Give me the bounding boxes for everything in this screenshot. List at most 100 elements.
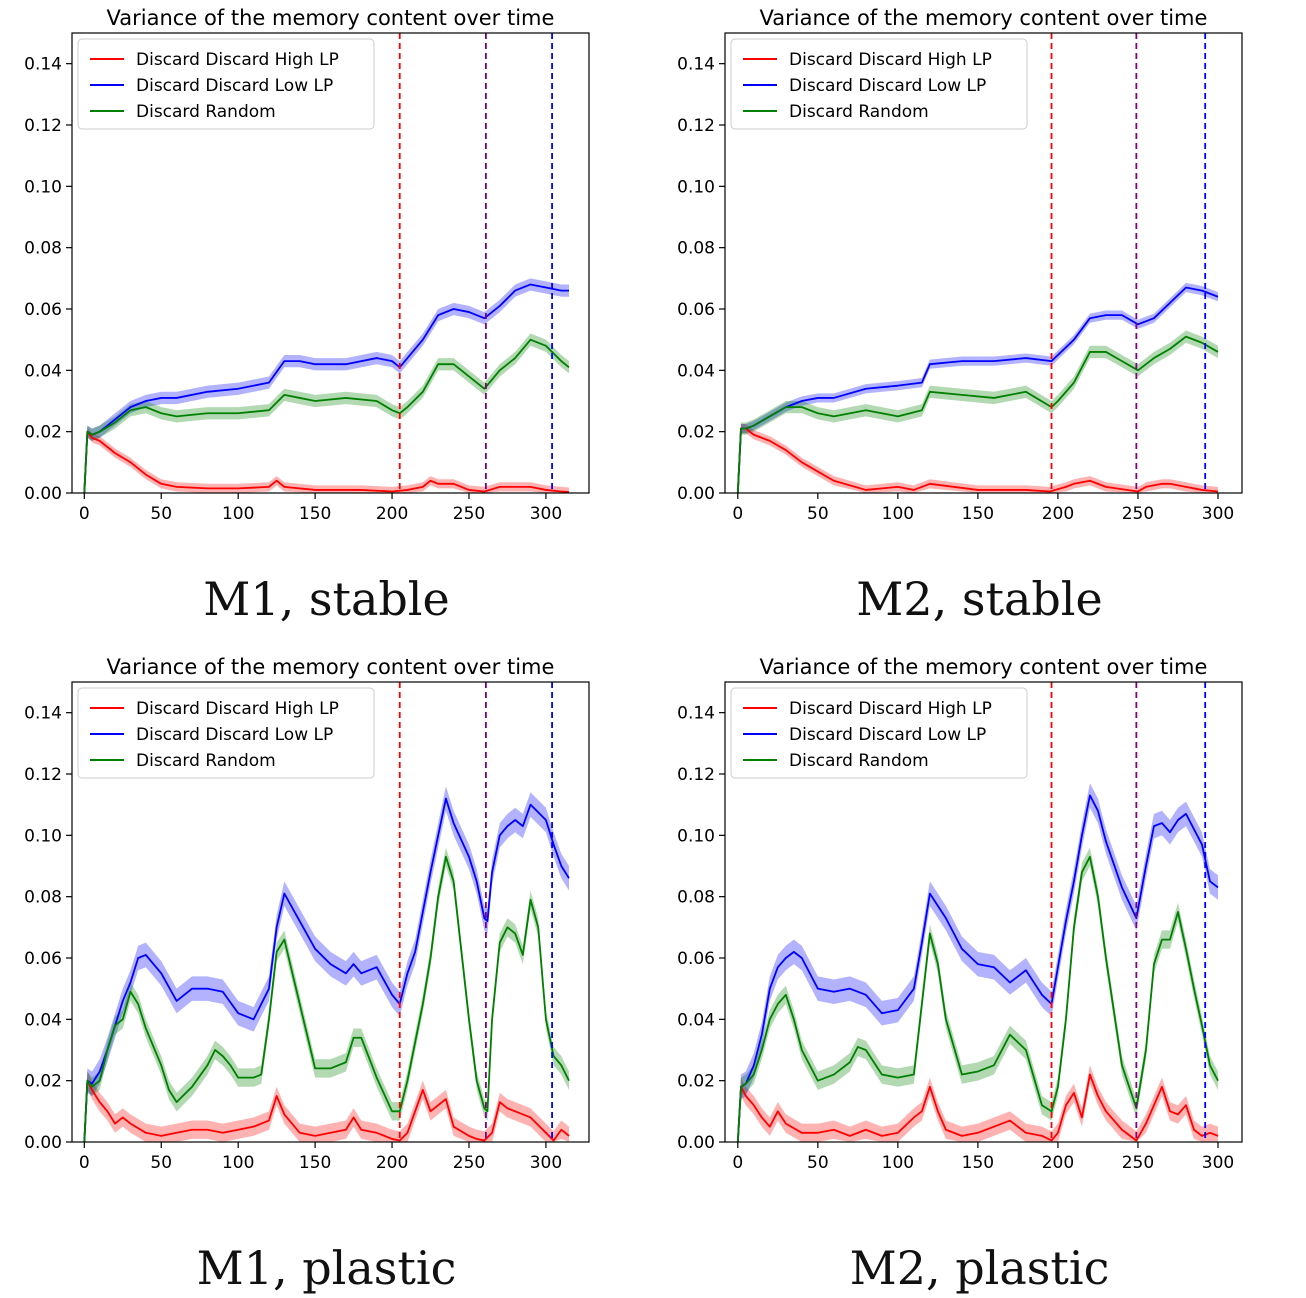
- legend-label-1: Discard Discard Low LP: [136, 725, 333, 745]
- y-tick-label: 0.10: [24, 177, 62, 197]
- y-tick-label: 0.08: [677, 888, 715, 908]
- y-tick-label: 0.04: [24, 361, 62, 381]
- y-tick-label: 0.10: [677, 826, 715, 846]
- y-tick-label: 0.02: [24, 1072, 62, 1092]
- y-tick-label: 0.00: [677, 484, 715, 504]
- axes-frame: [71, 32, 590, 494]
- y-tick-label: 0.06: [24, 949, 62, 969]
- legend: Discard Discard High LP Discard Discard L…: [77, 38, 375, 130]
- x-tick-label: 200: [1042, 504, 1074, 524]
- chart-title: Variance of the memory content over time: [760, 6, 1208, 30]
- y-tick-label: 0.00: [24, 1133, 62, 1153]
- series-line-1: [83, 283, 569, 493]
- legend-label-2: Discard Random: [136, 102, 276, 122]
- panel-caption: M2, plastic: [849, 1241, 1110, 1295]
- x-tick-label: 150: [299, 504, 331, 524]
- x-tick-label: 150: [962, 1153, 994, 1173]
- legend-label-0: Discard Discard High LP: [136, 699, 339, 719]
- series-band-1: [737, 783, 1218, 1142]
- chart-title: Variance of the memory content over time: [107, 6, 555, 30]
- y-tick-label: 0.06: [24, 300, 62, 320]
- x-tick-label: 100: [222, 1153, 254, 1173]
- chart-m1-stable: Variance of the memory content over time…: [24, 6, 590, 524]
- y-tick-label: 0.02: [677, 1072, 715, 1092]
- legend-label-0: Discard Discard High LP: [136, 50, 339, 70]
- series-band-2: [84, 847, 569, 1142]
- panel-caption: M1, stable: [203, 572, 450, 626]
- legend-label-1: Discard Discard Low LP: [136, 76, 333, 96]
- legend-box: [77, 38, 375, 130]
- series-band-1: [737, 282, 1218, 493]
- axes-frame: [724, 32, 1243, 494]
- y-tick-label: 0.12: [24, 765, 62, 785]
- x-tick-label: 300: [1202, 504, 1234, 524]
- y-tick-label: 0.14: [24, 704, 62, 724]
- series-line-0: [736, 1073, 1219, 1142]
- y-tick-label: 0.12: [24, 116, 62, 136]
- series-line-0: [736, 427, 1219, 493]
- y-tick-label: 0.04: [677, 361, 715, 381]
- series-band-0: [84, 1071, 569, 1142]
- series-line-1: [83, 797, 570, 1142]
- x-tick-label: 0: [732, 504, 743, 524]
- y-tick-label: 0.10: [677, 177, 715, 197]
- plot-area: [736, 282, 1219, 493]
- legend: Discard Discard High LP Discard Discard L…: [77, 687, 375, 779]
- plot-area: [83, 278, 570, 493]
- chart-m2-plastic: Variance of the memory content over time…: [677, 655, 1243, 1173]
- x-tick-label: 50: [807, 1153, 829, 1173]
- series-band-2: [737, 847, 1218, 1142]
- y-tick-label: 0.14: [677, 704, 715, 724]
- legend-label-1: Discard Discard Low LP: [789, 725, 986, 745]
- x-tick-label: 150: [299, 1153, 331, 1173]
- x-tick-label: 250: [453, 1153, 485, 1173]
- x-tick-label: 250: [1122, 504, 1154, 524]
- legend-box: [730, 38, 1028, 130]
- series-line-2: [83, 338, 570, 493]
- legend-label-0: Discard Discard High LP: [789, 50, 992, 70]
- series-band-0: [84, 427, 569, 493]
- legend-label-2: Discard Random: [789, 102, 929, 122]
- chart-panel-m2-plastic: Variance of the memory content over time…: [653, 649, 1306, 1298]
- x-tick-label: 100: [222, 504, 254, 524]
- chart-panel-m1-stable: Variance of the memory content over time…: [0, 0, 653, 649]
- x-tick-label: 50: [150, 1153, 172, 1173]
- legend-box: [730, 687, 1028, 779]
- plot-area: [736, 783, 1219, 1142]
- y-tick-label: 0.00: [24, 484, 62, 504]
- chart-m1-plastic: Variance of the memory content over time…: [24, 655, 590, 1173]
- x-tick-label: 300: [530, 504, 562, 524]
- x-tick-label: 100: [882, 504, 914, 524]
- y-tick-label: 0.12: [677, 765, 715, 785]
- legend: Discard Discard High LP Discard Discard L…: [730, 38, 1028, 130]
- legend-label-2: Discard Random: [789, 751, 929, 771]
- legend-label-0: Discard Discard High LP: [789, 699, 992, 719]
- y-tick-label: 0.02: [24, 423, 62, 443]
- chart-m2-stable: Variance of the memory content over time…: [677, 6, 1243, 524]
- y-tick-label: 0.10: [24, 826, 62, 846]
- y-tick-label: 0.06: [677, 300, 715, 320]
- x-tick-label: 0: [79, 504, 90, 524]
- series-line-0: [83, 430, 570, 493]
- chart-panel-m2-stable: Variance of the memory content over time…: [653, 0, 1306, 649]
- x-tick-label: 200: [1042, 1153, 1074, 1173]
- y-tick-label: 0.06: [677, 949, 715, 969]
- series-line-1: [736, 794, 1219, 1142]
- axes-frame: [724, 681, 1243, 1143]
- series-line-2: [736, 335, 1219, 493]
- legend-box: [77, 687, 375, 779]
- x-tick-label: 50: [150, 504, 172, 524]
- chart-title: Variance of the memory content over time: [107, 655, 555, 679]
- y-tick-label: 0.02: [677, 423, 715, 443]
- y-tick-label: 0.14: [677, 55, 715, 75]
- series-line-2: [736, 855, 1219, 1142]
- x-tick-label: 0: [732, 1153, 743, 1173]
- chart-panel-m1-plastic: Variance of the memory content over time…: [0, 649, 653, 1298]
- x-tick-label: 250: [1122, 1153, 1154, 1173]
- x-tick-label: 300: [1202, 1153, 1234, 1173]
- y-tick-label: 0.12: [677, 116, 715, 136]
- plot-area: [83, 786, 570, 1142]
- series-band-0: [737, 424, 1218, 493]
- series-band-0: [737, 1065, 1218, 1142]
- series-band-1: [84, 786, 569, 1142]
